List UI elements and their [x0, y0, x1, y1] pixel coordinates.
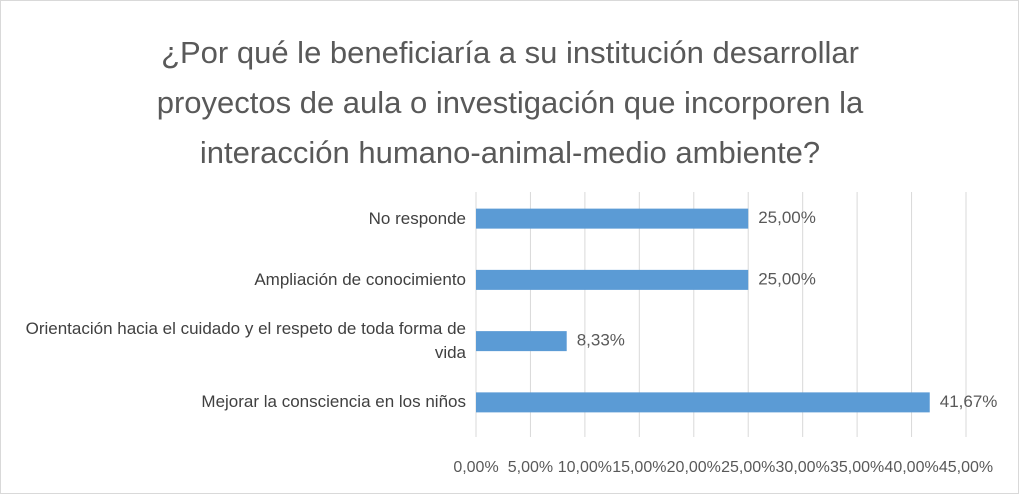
x-tick-label: 5,00%	[508, 459, 553, 476]
chart-title: ¿Por qué le beneficiaría a su institució…	[156, 35, 864, 170]
y-tick-label: Orientación hacia el cuidado y el respet…	[25, 319, 466, 363]
x-tick-label: 10,00%	[558, 459, 612, 476]
value-label: 41,67%	[940, 392, 998, 411]
bar	[476, 269, 749, 290]
x-tick-label: 0,00%	[453, 459, 498, 476]
x-tick-label: 40,00%	[884, 459, 938, 476]
value-label: 8,33%	[577, 331, 625, 350]
x-tick-label: 15,00%	[612, 459, 666, 476]
x-tick-label: 45,00%	[939, 459, 993, 476]
x-tick-label: 35,00%	[830, 459, 884, 476]
x-tick-label: 25,00%	[721, 459, 775, 476]
x-tick-label: 30,00%	[776, 459, 830, 476]
bar	[476, 392, 930, 413]
bar	[476, 208, 749, 229]
y-tick-label: Ampliación de conocimiento	[254, 269, 466, 289]
x-tick-label: 20,00%	[667, 459, 721, 476]
y-tick-label: No responde	[368, 208, 466, 228]
y-tick-label: Mejorar la consciencia en los niños	[201, 392, 466, 412]
value-label: 25,00%	[758, 208, 816, 227]
value-label: 25,00%	[758, 269, 816, 288]
bar	[476, 331, 567, 352]
